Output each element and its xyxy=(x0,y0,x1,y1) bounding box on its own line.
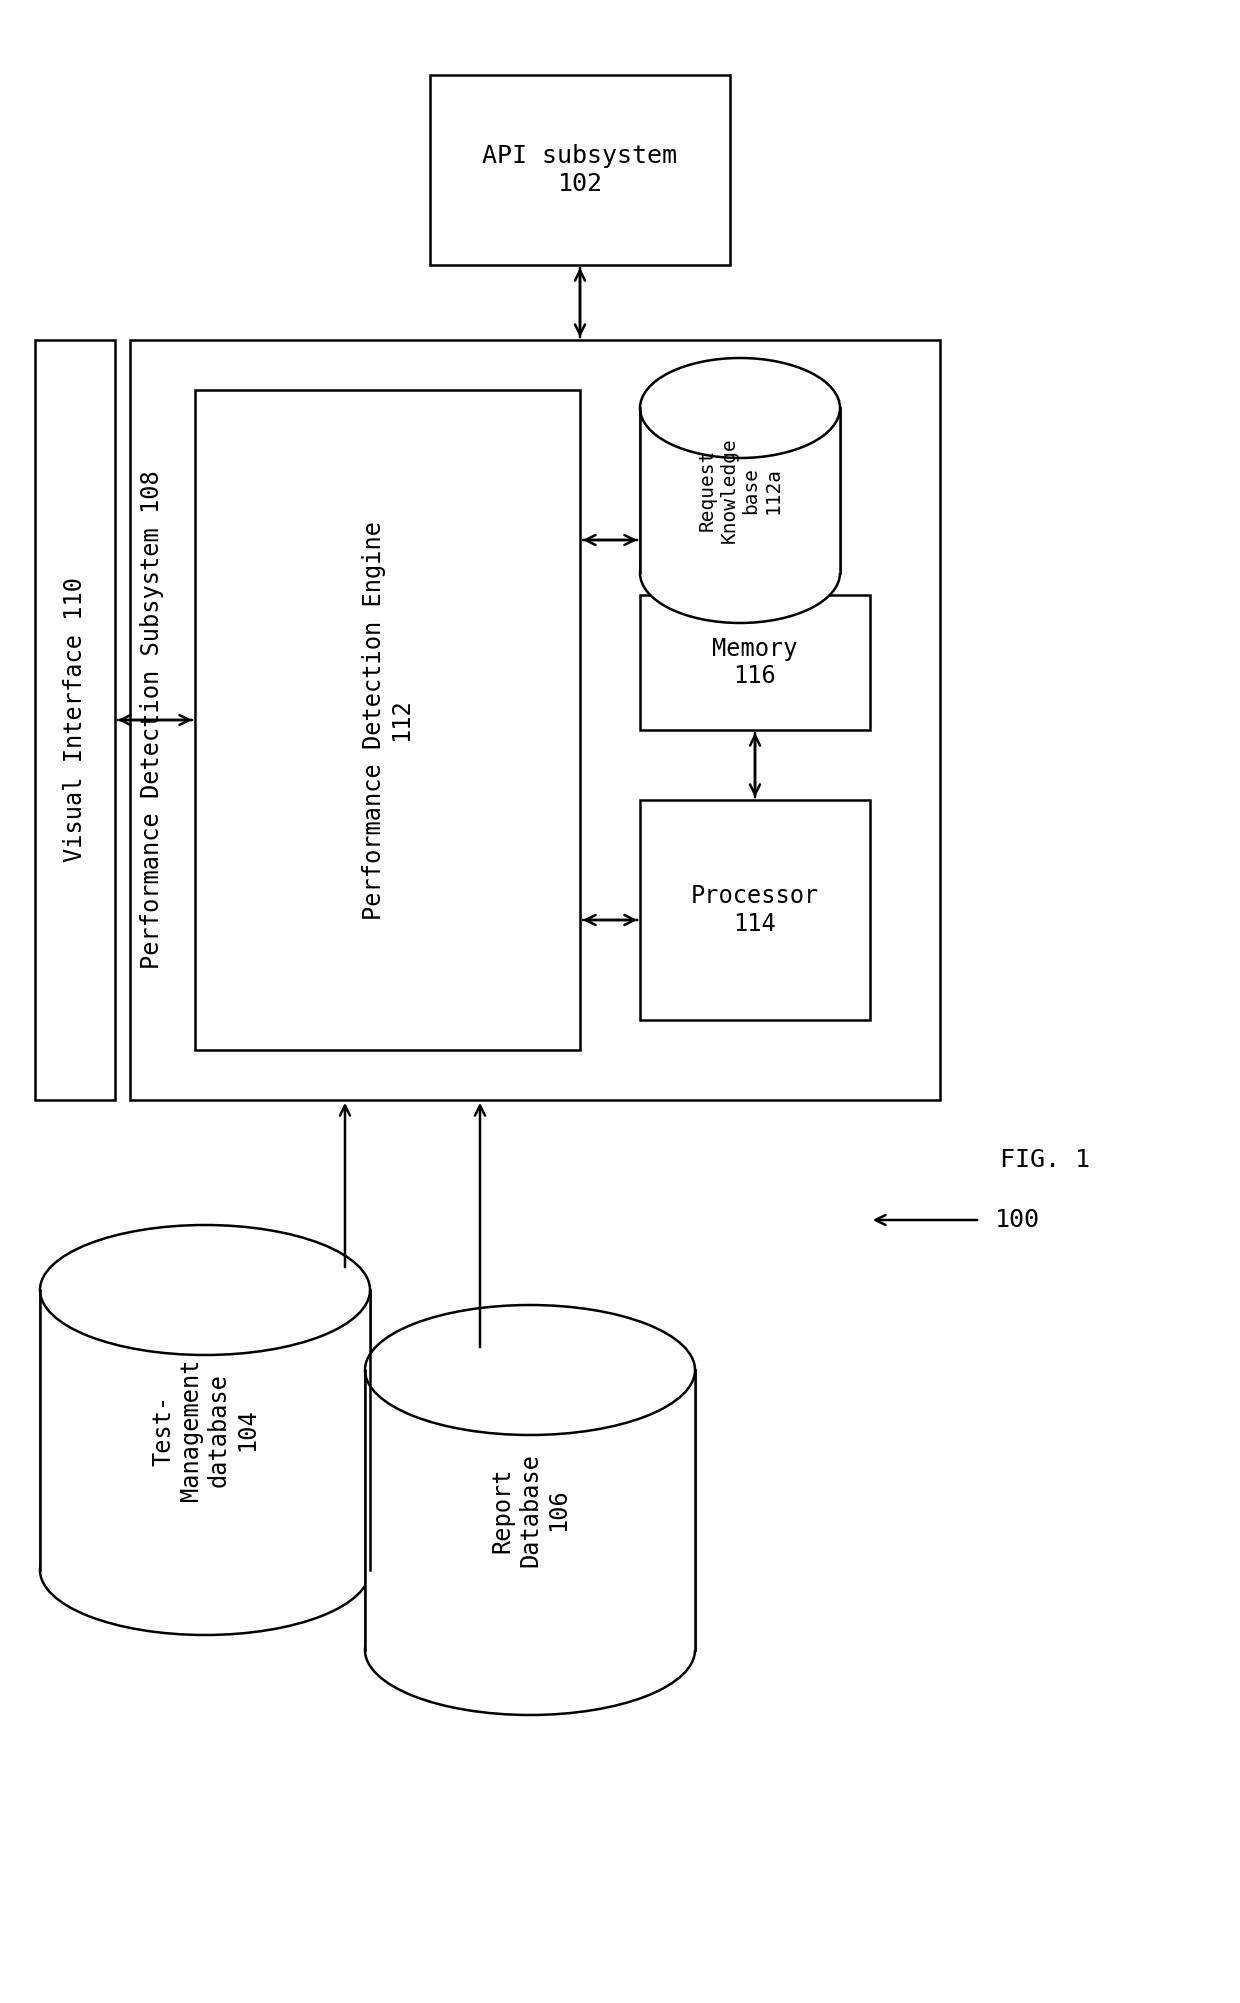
Text: Processor
114: Processor 114 xyxy=(691,883,820,935)
Bar xyxy=(195,391,580,1050)
Polygon shape xyxy=(40,1290,370,1570)
Bar xyxy=(35,341,115,1100)
Polygon shape xyxy=(365,1370,694,1650)
Text: Performance Detection Engine
112: Performance Detection Engine 112 xyxy=(362,521,413,919)
Bar xyxy=(430,74,730,264)
Bar xyxy=(130,341,940,1100)
Text: Test-
Management
database
104: Test- Management database 104 xyxy=(151,1358,259,1502)
Ellipse shape xyxy=(640,523,839,623)
Ellipse shape xyxy=(40,1226,370,1354)
Ellipse shape xyxy=(640,359,839,459)
Text: API subsystem
102: API subsystem 102 xyxy=(482,144,677,196)
Text: Visual Interface 110: Visual Interface 110 xyxy=(63,577,87,863)
Bar xyxy=(640,595,870,729)
Text: Memory
116: Memory 116 xyxy=(712,637,797,689)
Ellipse shape xyxy=(40,1504,370,1634)
Text: Request
Knowledge
base
112a: Request Knowledge base 112a xyxy=(697,437,782,543)
Polygon shape xyxy=(640,409,839,573)
Text: Performance Detection Subsystem 108: Performance Detection Subsystem 108 xyxy=(140,471,164,969)
Ellipse shape xyxy=(365,1584,694,1715)
Text: Report
Database
106: Report Database 106 xyxy=(490,1452,570,1566)
Text: FIG. 1: FIG. 1 xyxy=(999,1148,1090,1172)
Bar xyxy=(640,799,870,1020)
Ellipse shape xyxy=(365,1306,694,1434)
Text: 100: 100 xyxy=(994,1208,1040,1232)
